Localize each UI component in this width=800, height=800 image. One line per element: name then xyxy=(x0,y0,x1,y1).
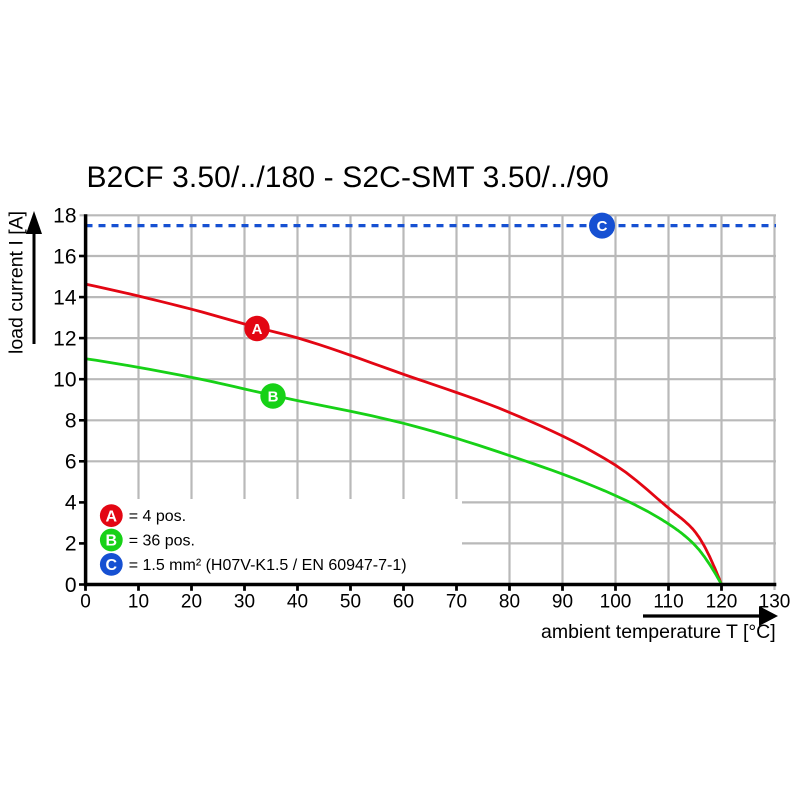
svg-text:80: 80 xyxy=(499,592,520,613)
svg-text:8: 8 xyxy=(65,410,77,433)
svg-text:4: 4 xyxy=(65,492,77,515)
svg-text:50: 50 xyxy=(340,592,361,613)
svg-text:load current I [A]: load current I [A] xyxy=(6,211,28,354)
svg-text:130: 130 xyxy=(759,592,791,613)
svg-text:90: 90 xyxy=(552,592,573,613)
svg-text:110: 110 xyxy=(653,592,683,613)
svg-text:ambient temperature T [°C]: ambient temperature T [°C] xyxy=(541,621,776,643)
svg-text:C: C xyxy=(597,218,608,235)
svg-text:= 1.5 mm² (H07V-K1.5 / EN 6094: = 1.5 mm² (H07V-K1.5 / EN 60947-7-1) xyxy=(129,557,407,574)
svg-text:20: 20 xyxy=(181,592,202,613)
svg-text:B2CF 3.50/../180 - S2C-SMT 3.5: B2CF 3.50/../180 - S2C-SMT 3.50/../90 xyxy=(87,161,609,194)
svg-text:A: A xyxy=(106,508,118,525)
svg-text:16: 16 xyxy=(53,245,76,268)
svg-text:10: 10 xyxy=(128,592,149,613)
svg-text:40: 40 xyxy=(287,592,308,613)
svg-text:30: 30 xyxy=(234,592,255,613)
svg-text:A: A xyxy=(252,321,263,338)
svg-text:= 36 pos.: = 36 pos. xyxy=(129,532,195,549)
svg-text:C: C xyxy=(106,557,118,574)
svg-text:60: 60 xyxy=(393,592,414,613)
svg-text:70: 70 xyxy=(446,592,467,613)
svg-text:= 4 pos.: = 4 pos. xyxy=(129,508,186,525)
svg-text:120: 120 xyxy=(706,592,738,613)
svg-text:2: 2 xyxy=(65,533,77,556)
svg-text:B: B xyxy=(106,533,118,550)
svg-text:18: 18 xyxy=(53,204,76,227)
svg-text:12: 12 xyxy=(53,327,76,350)
svg-text:100: 100 xyxy=(600,592,632,613)
svg-text:6: 6 xyxy=(65,451,77,474)
svg-text:14: 14 xyxy=(53,286,77,309)
svg-text:0: 0 xyxy=(65,574,77,597)
svg-text:B: B xyxy=(268,389,279,406)
svg-text:10: 10 xyxy=(53,369,76,392)
svg-text:0: 0 xyxy=(80,592,91,613)
